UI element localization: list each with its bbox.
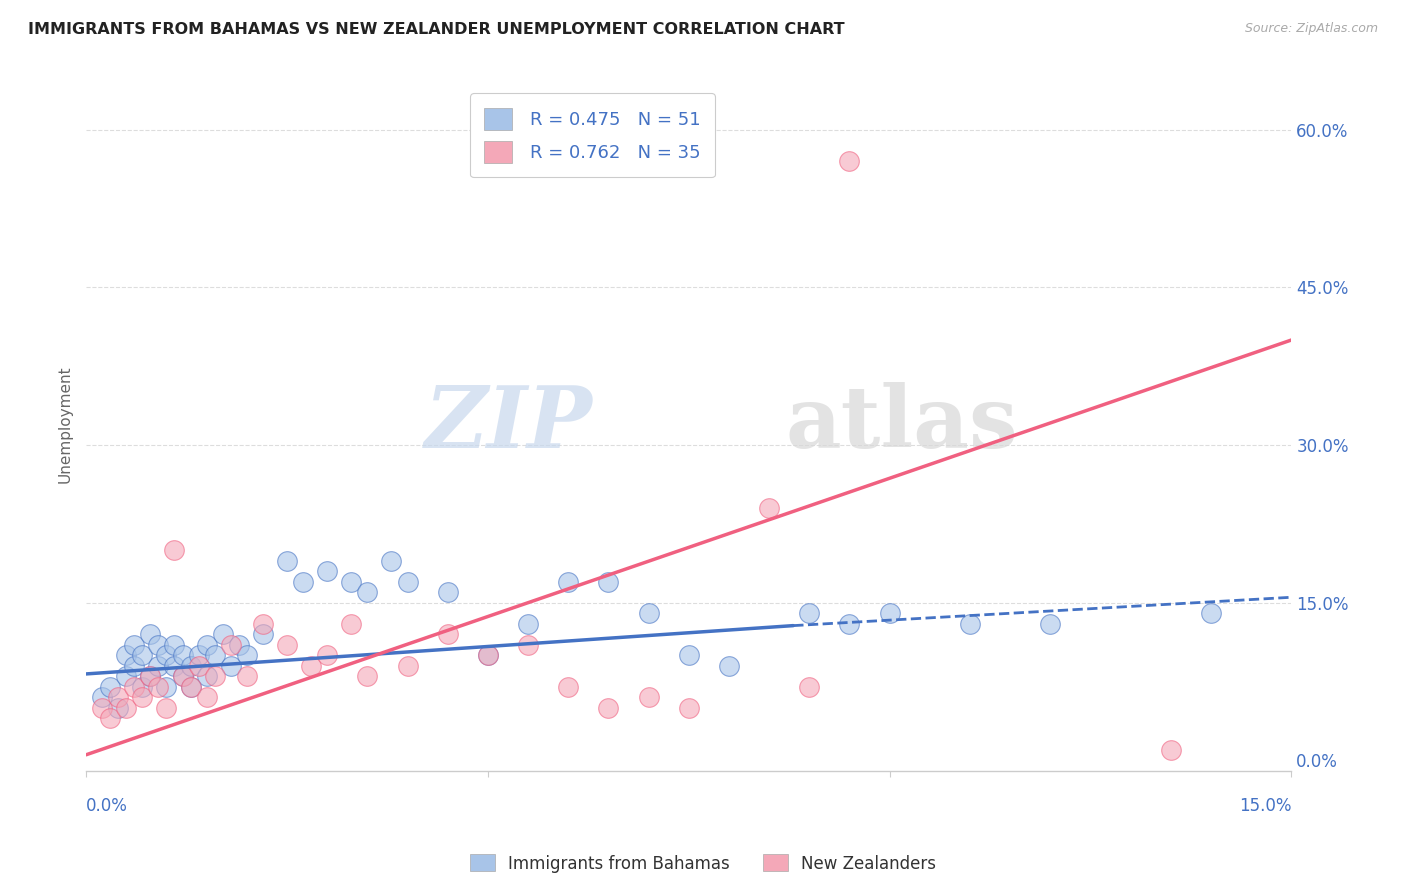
Point — [172, 648, 194, 662]
Point — [115, 669, 138, 683]
Point — [115, 700, 138, 714]
Point — [98, 711, 121, 725]
Point — [163, 638, 186, 652]
Point — [219, 638, 242, 652]
Point — [380, 553, 402, 567]
Point — [236, 648, 259, 662]
Point — [180, 658, 202, 673]
Point — [180, 680, 202, 694]
Point — [879, 606, 901, 620]
Point — [292, 574, 315, 589]
Point — [396, 658, 419, 673]
Point — [155, 680, 177, 694]
Point — [1199, 606, 1222, 620]
Point — [187, 658, 209, 673]
Point — [838, 154, 860, 169]
Point — [517, 616, 540, 631]
Point — [557, 574, 579, 589]
Point — [276, 638, 298, 652]
Point — [211, 627, 233, 641]
Point — [959, 616, 981, 631]
Point — [758, 501, 780, 516]
Point — [131, 648, 153, 662]
Point — [124, 638, 146, 652]
Text: atlas: atlas — [785, 382, 1018, 466]
Point — [316, 648, 339, 662]
Point — [187, 648, 209, 662]
Point — [148, 658, 170, 673]
Point — [98, 680, 121, 694]
Point — [799, 680, 821, 694]
Point — [124, 680, 146, 694]
Point — [356, 585, 378, 599]
Point — [340, 616, 363, 631]
Point — [436, 585, 458, 599]
Point — [252, 616, 274, 631]
Point — [107, 690, 129, 704]
Point — [195, 669, 218, 683]
Point — [219, 658, 242, 673]
Point — [276, 553, 298, 567]
Point — [299, 658, 322, 673]
Point — [155, 700, 177, 714]
Point — [517, 638, 540, 652]
Point — [91, 690, 114, 704]
Point — [163, 543, 186, 558]
Point — [204, 648, 226, 662]
Point — [195, 638, 218, 652]
Point — [148, 638, 170, 652]
Text: Source: ZipAtlas.com: Source: ZipAtlas.com — [1244, 22, 1378, 36]
Point — [139, 669, 162, 683]
Text: 15.0%: 15.0% — [1239, 797, 1292, 814]
Point — [131, 690, 153, 704]
Text: ZIP: ZIP — [425, 383, 592, 466]
Point — [316, 564, 339, 578]
Point — [252, 627, 274, 641]
Point — [124, 658, 146, 673]
Point — [228, 638, 250, 652]
Point — [477, 648, 499, 662]
Point — [396, 574, 419, 589]
Point — [598, 574, 620, 589]
Point — [172, 669, 194, 683]
Point — [139, 627, 162, 641]
Point — [436, 627, 458, 641]
Point — [340, 574, 363, 589]
Point — [637, 606, 659, 620]
Point — [1160, 742, 1182, 756]
Point — [91, 700, 114, 714]
Legend: Immigrants from Bahamas, New Zealanders: Immigrants from Bahamas, New Zealanders — [463, 847, 943, 880]
Point — [204, 669, 226, 683]
Point — [356, 669, 378, 683]
Point — [131, 680, 153, 694]
Point — [598, 700, 620, 714]
Text: IMMIGRANTS FROM BAHAMAS VS NEW ZEALANDER UNEMPLOYMENT CORRELATION CHART: IMMIGRANTS FROM BAHAMAS VS NEW ZEALANDER… — [28, 22, 845, 37]
Point — [838, 616, 860, 631]
Point — [637, 690, 659, 704]
Point — [148, 680, 170, 694]
Y-axis label: Unemployment: Unemployment — [58, 365, 72, 483]
Point — [180, 680, 202, 694]
Point — [115, 648, 138, 662]
Point — [236, 669, 259, 683]
Point — [155, 648, 177, 662]
Point — [139, 669, 162, 683]
Legend: R = 0.475   N = 51, R = 0.762   N = 35: R = 0.475 N = 51, R = 0.762 N = 35 — [470, 94, 714, 178]
Point — [163, 658, 186, 673]
Point — [1039, 616, 1062, 631]
Point — [172, 669, 194, 683]
Point — [678, 648, 700, 662]
Point — [717, 658, 740, 673]
Text: 0.0%: 0.0% — [86, 797, 128, 814]
Point — [195, 690, 218, 704]
Point — [477, 648, 499, 662]
Point — [107, 700, 129, 714]
Point — [799, 606, 821, 620]
Point — [678, 700, 700, 714]
Point — [557, 680, 579, 694]
